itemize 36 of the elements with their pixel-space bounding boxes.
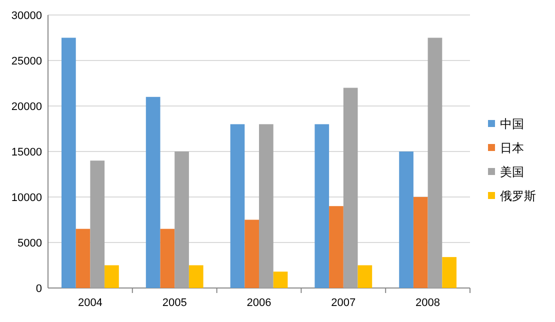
legend-label: 中国	[500, 117, 524, 131]
bar	[259, 124, 274, 288]
bar	[104, 265, 119, 288]
y-tick-label: 0	[36, 283, 42, 295]
y-tick-label: 5000	[18, 238, 42, 250]
bar	[188, 265, 204, 288]
x-tick-label: 2006	[246, 297, 272, 309]
bar	[343, 88, 358, 288]
bar	[428, 38, 442, 288]
y-tick-label: 10000	[11, 192, 42, 204]
bar	[358, 265, 372, 288]
legend-label: 美国	[500, 165, 524, 179]
bar	[329, 206, 344, 288]
x-tick-label: 2005	[162, 297, 187, 309]
y-tick-label: 30000	[11, 10, 42, 22]
x-tick-label: 2008	[416, 297, 440, 309]
bar	[90, 160, 105, 288]
legend-label: 俄罗斯	[500, 189, 536, 203]
y-tick-label: 25000	[11, 56, 42, 68]
x-tick-label: 2007	[331, 297, 356, 309]
bar	[244, 220, 259, 288]
bar	[399, 152, 414, 288]
bar	[146, 96, 160, 288]
legend-label: 日本	[500, 141, 524, 155]
bar	[76, 228, 90, 288]
bar	[442, 257, 456, 288]
bar	[174, 152, 189, 288]
bar	[314, 124, 330, 288]
y-tick-label: 20000	[11, 101, 42, 113]
bar	[413, 197, 428, 288]
x-tick-label: 2004	[78, 297, 102, 309]
y-tick-label: 15000	[11, 146, 42, 158]
bar	[160, 228, 175, 288]
bar	[273, 272, 288, 288]
bar	[230, 124, 245, 288]
bar	[62, 38, 76, 288]
